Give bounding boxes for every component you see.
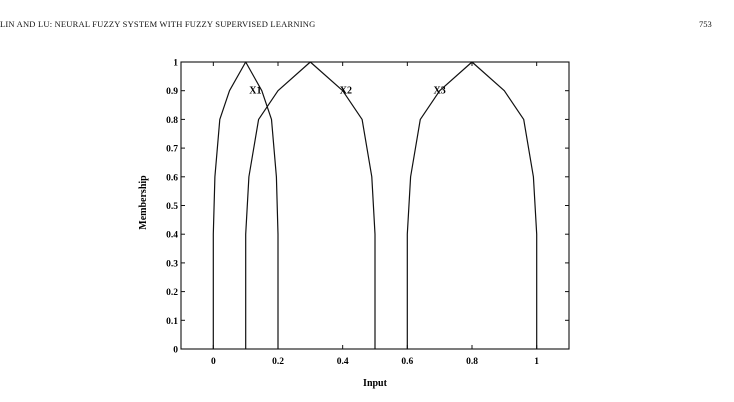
x-tick-label: 0.2: [272, 357, 284, 367]
y-tick-label: 0.1: [166, 317, 178, 327]
x-tick-label: 0.8: [466, 357, 478, 367]
y-tick-label: 0.5: [166, 202, 178, 212]
curve-label-x1: X1: [249, 86, 261, 97]
y-tick-label: 0.4: [166, 231, 178, 241]
x-tick-label: 0.4: [337, 357, 349, 367]
y-tick-label: 0: [173, 346, 178, 356]
y-tick-label: 1: [173, 59, 178, 69]
membership-curve-x2: [245, 61, 376, 349]
y-tick-label: 0.8: [166, 116, 178, 126]
y-tick-label: 0.2: [166, 288, 178, 298]
y-tick-label: 0.9: [166, 87, 178, 97]
y-axis-title: Membership: [138, 175, 149, 230]
x-tick-label: 0.6: [401, 357, 413, 367]
x-tick-label: 1: [534, 357, 539, 367]
x-tick-label: 0: [211, 357, 216, 367]
page-number: 753: [699, 19, 712, 29]
y-tick-label: 0.7: [166, 145, 178, 155]
membership-curve-x3: [406, 61, 538, 349]
running-header: LIN AND LU: NEURAL FUZZY SYSTEM WITH FUZ…: [0, 19, 316, 29]
curve-label-x2: X2: [340, 86, 352, 97]
y-tick-label: 0.3: [166, 259, 178, 269]
x-axis-title: Input: [363, 378, 388, 389]
curve-label-x3: X3: [434, 86, 446, 97]
y-tick-label: 0.6: [166, 173, 178, 183]
membership-curve-x1: [212, 61, 279, 349]
